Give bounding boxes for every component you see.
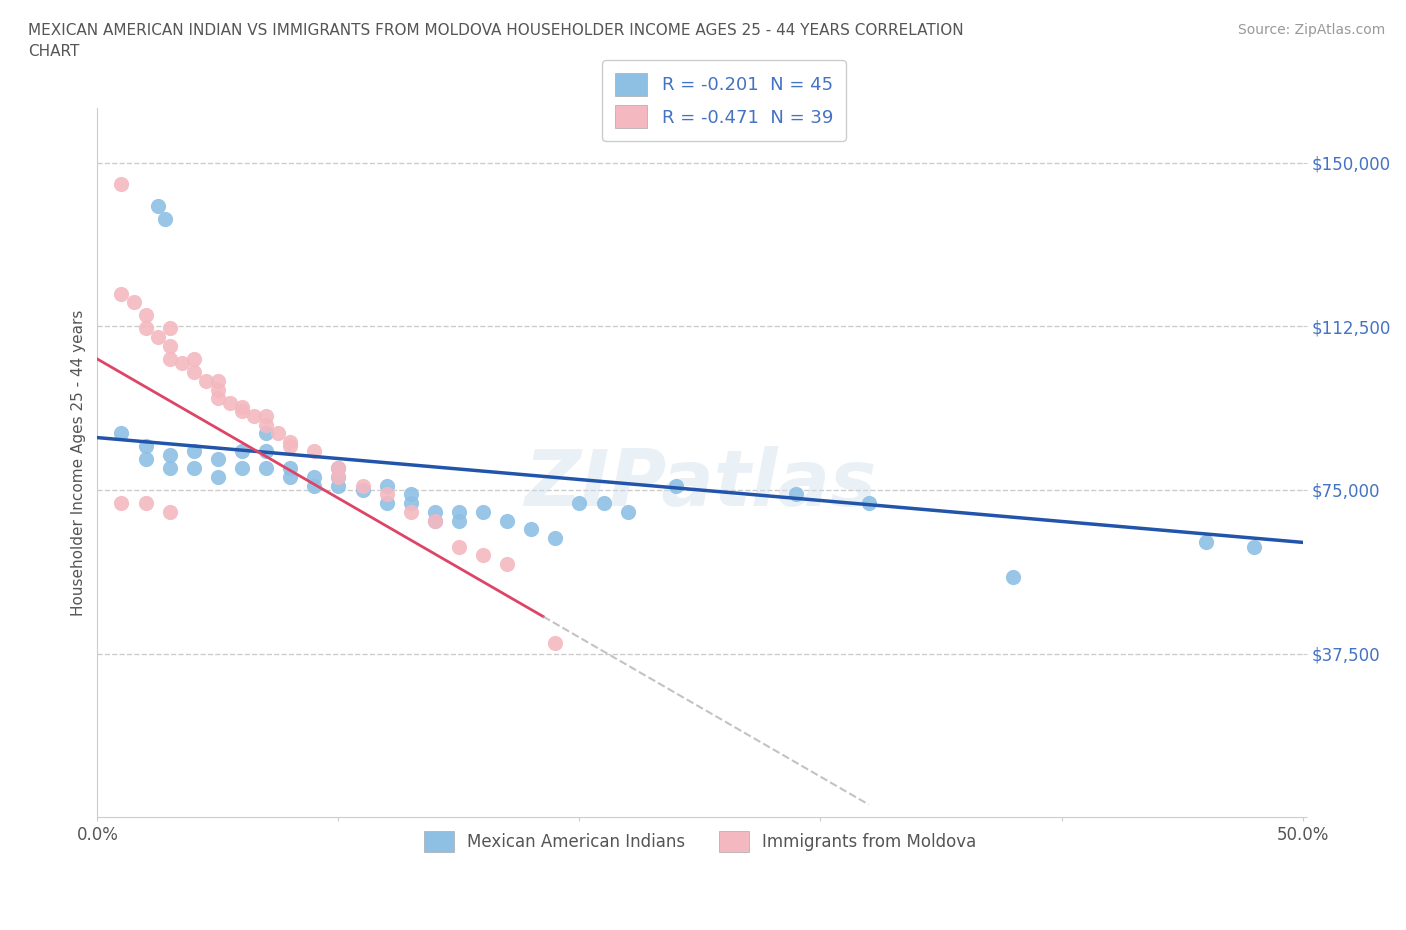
Point <box>328 460 350 475</box>
Legend: Mexican American Indians, Immigrants from Moldova: Mexican American Indians, Immigrants fro… <box>418 824 983 858</box>
Point <box>135 321 157 336</box>
Point <box>399 496 422 511</box>
Point <box>423 513 446 528</box>
Point <box>278 460 301 475</box>
Point <box>447 539 470 554</box>
Point <box>375 496 398 511</box>
Point <box>568 496 591 511</box>
Point <box>352 483 374 498</box>
Point <box>616 504 638 519</box>
Point <box>665 478 688 493</box>
Point <box>1243 539 1265 554</box>
Point <box>544 531 567 546</box>
Point <box>135 452 157 467</box>
Point <box>423 504 446 519</box>
Point <box>496 513 519 528</box>
Point <box>122 295 145 310</box>
Point <box>231 400 253 415</box>
Point <box>352 478 374 493</box>
Point <box>1195 535 1218 550</box>
Point <box>110 426 132 441</box>
Point <box>219 395 242 410</box>
Point <box>328 470 350 485</box>
Point <box>447 513 470 528</box>
Point <box>375 487 398 502</box>
Point <box>207 382 229 397</box>
Point <box>254 417 277 432</box>
Point <box>304 478 326 493</box>
Point <box>159 352 181 366</box>
Point <box>207 452 229 467</box>
Point <box>375 478 398 493</box>
Point <box>304 470 326 485</box>
Point <box>858 496 880 511</box>
Point <box>110 286 132 301</box>
Point <box>278 439 301 454</box>
Point <box>304 444 326 458</box>
Point <box>520 522 543 537</box>
Point <box>592 496 614 511</box>
Point <box>243 408 266 423</box>
Point <box>110 177 132 192</box>
Point <box>159 321 181 336</box>
Point <box>1002 570 1025 585</box>
Point <box>785 487 807 502</box>
Point <box>183 460 205 475</box>
Point <box>278 434 301 449</box>
Point <box>399 504 422 519</box>
Point <box>135 496 157 511</box>
Point <box>231 444 253 458</box>
Point <box>159 447 181 462</box>
Point <box>328 478 350 493</box>
Point <box>496 557 519 572</box>
Point <box>159 339 181 353</box>
Point <box>207 374 229 389</box>
Point <box>159 460 181 475</box>
Point <box>328 470 350 485</box>
Point <box>267 426 290 441</box>
Text: MEXICAN AMERICAN INDIAN VS IMMIGRANTS FROM MOLDOVA HOUSEHOLDER INCOME AGES 25 - : MEXICAN AMERICAN INDIAN VS IMMIGRANTS FR… <box>28 23 963 60</box>
Point <box>183 352 205 366</box>
Point <box>183 365 205 379</box>
Point <box>328 460 350 475</box>
Point <box>231 404 253 418</box>
Point <box>207 391 229 405</box>
Point <box>135 308 157 323</box>
Text: ZIPatlas: ZIPatlas <box>524 446 876 522</box>
Point <box>110 496 132 511</box>
Point <box>544 635 567 650</box>
Point <box>146 199 169 214</box>
Text: Source: ZipAtlas.com: Source: ZipAtlas.com <box>1237 23 1385 37</box>
Point <box>254 460 277 475</box>
Point <box>135 439 157 454</box>
Point <box>278 470 301 485</box>
Point <box>159 504 181 519</box>
Point <box>472 548 495 563</box>
Point <box>423 513 446 528</box>
Point <box>254 408 277 423</box>
Point <box>231 460 253 475</box>
Point <box>399 487 422 502</box>
Point <box>146 330 169 345</box>
Point <box>447 504 470 519</box>
Point <box>472 504 495 519</box>
Point <box>194 374 217 389</box>
Point <box>183 444 205 458</box>
Point <box>170 356 193 371</box>
Y-axis label: Householder Income Ages 25 - 44 years: Householder Income Ages 25 - 44 years <box>72 310 86 616</box>
Point <box>254 426 277 441</box>
Point <box>153 212 176 227</box>
Point <box>254 444 277 458</box>
Point <box>207 470 229 485</box>
